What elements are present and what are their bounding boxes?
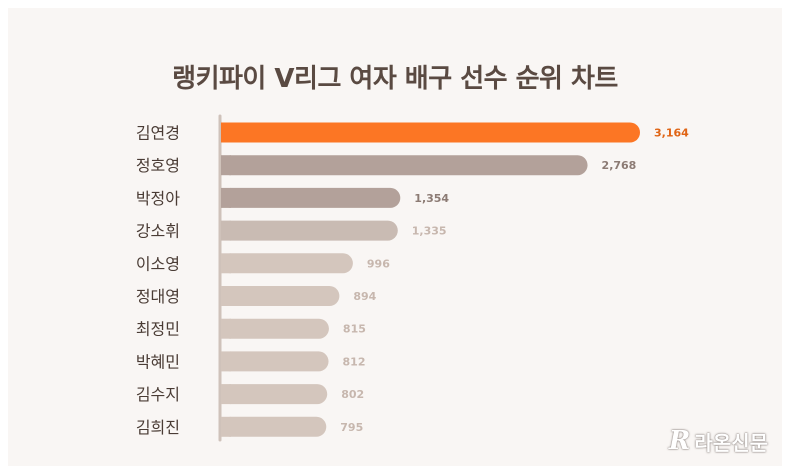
value-label: 812	[343, 355, 366, 368]
watermark-text: 라온신문	[694, 430, 768, 455]
bar-base	[221, 187, 231, 208]
category-label: 최정민	[136, 320, 180, 339]
category-label: 박정아	[136, 189, 180, 208]
bar-base	[221, 351, 231, 372]
bar	[221, 286, 340, 306]
raon-logo-icon: R	[668, 426, 691, 456]
chart-title: 랭키파이 V리그 여자 배구 선수 순위 차트	[172, 64, 618, 94]
bar-base	[221, 253, 231, 274]
value-label: 894	[353, 290, 376, 303]
watermark: R 라온신문	[669, 426, 768, 456]
category-label: 박혜민	[136, 352, 180, 371]
category-label: 김수지	[136, 385, 180, 404]
category-label: 강소휘	[136, 222, 180, 241]
value-label: 795	[340, 421, 363, 434]
bar-base	[221, 155, 231, 176]
value-label: 802	[341, 388, 364, 401]
value-label: 2,768	[602, 159, 637, 172]
bar-base	[221, 318, 231, 339]
bar	[221, 416, 327, 437]
value-label: 3,164	[654, 127, 689, 140]
bar	[221, 253, 353, 274]
category-label: 정대영	[136, 287, 180, 306]
category-label: 김연경	[136, 124, 180, 143]
bar	[221, 351, 329, 372]
value-label: 1,335	[412, 225, 447, 238]
category-label: 정호영	[136, 156, 180, 175]
category-label: 김희진	[136, 418, 180, 437]
value-label: 996	[367, 257, 390, 270]
bar	[221, 220, 398, 241]
bar-base	[221, 286, 231, 306]
bar	[221, 122, 640, 143]
bar-base	[221, 220, 231, 241]
bar-base	[221, 416, 231, 437]
bar	[221, 384, 328, 405]
value-label: 815	[343, 323, 366, 336]
bar-base	[221, 122, 231, 143]
bar	[221, 318, 329, 339]
bar	[221, 155, 588, 176]
value-label: 1,354	[414, 192, 449, 205]
category-label: 이소영	[136, 254, 180, 273]
bar	[221, 187, 401, 208]
bar-base	[221, 384, 231, 405]
